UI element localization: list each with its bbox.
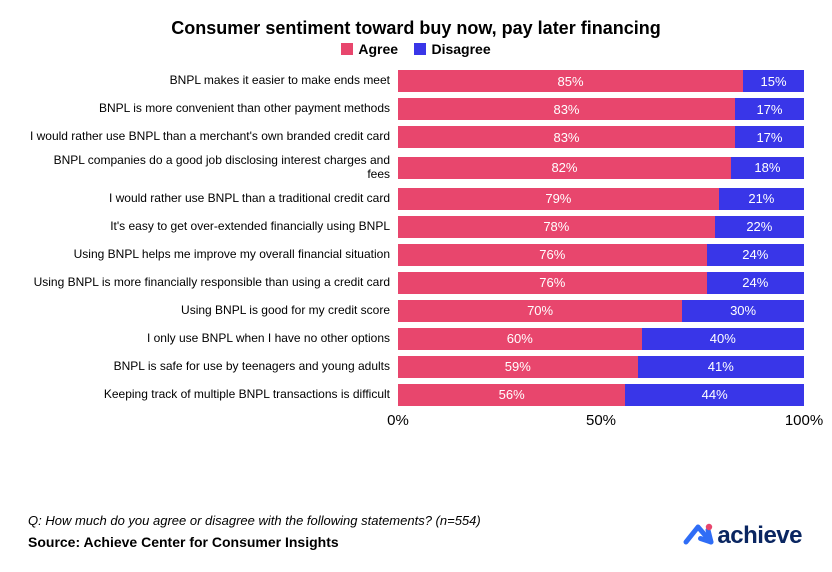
bar-segment-agree: 78% xyxy=(398,216,715,238)
legend-item-disagree: Disagree xyxy=(414,41,490,57)
chart-row: Keeping track of multiple BNPL transacti… xyxy=(28,384,804,406)
category-label: BNPL makes it easier to make ends meet xyxy=(28,74,398,88)
legend: Agree Disagree xyxy=(28,41,804,60)
legend-swatch-agree xyxy=(341,43,353,55)
chart-row: Using BNPL helps me improve my overall f… xyxy=(28,244,804,266)
bar-segment-disagree: 40% xyxy=(642,328,804,350)
bar-segment-disagree: 41% xyxy=(638,356,804,378)
achieve-logo-icon xyxy=(681,518,717,554)
survey-question: Q: How much do you agree or disagree wit… xyxy=(28,513,481,528)
bar-segment-agree: 82% xyxy=(398,157,731,179)
chart-row: BNPL companies do a good job disclosing … xyxy=(28,154,804,182)
x-axis-tick: 100% xyxy=(785,412,823,429)
chart-row: Using BNPL is more financially responsib… xyxy=(28,272,804,294)
bar-segment-agree: 79% xyxy=(398,188,719,210)
category-label: I would rather use BNPL than a tradition… xyxy=(28,192,398,206)
bar-segment-agree: 83% xyxy=(398,98,735,120)
bar-segment-agree: 76% xyxy=(398,244,707,266)
x-axis-tick: 0% xyxy=(387,412,409,429)
achieve-logo: achieve xyxy=(681,518,802,554)
bar-segment-agree: 83% xyxy=(398,126,735,148)
bar-segment-disagree: 22% xyxy=(715,216,804,238)
chart-row: I only use BNPL when I have no other opt… xyxy=(28,328,804,350)
bar-segment-agree: 76% xyxy=(398,272,707,294)
bar-segment-agree: 70% xyxy=(398,300,682,322)
bar-segment-disagree: 21% xyxy=(719,188,804,210)
category-label: I would rather use BNPL than a merchant'… xyxy=(28,130,398,144)
chart-row: BNPL makes it easier to make ends meet85… xyxy=(28,70,804,92)
bar-segment-disagree: 24% xyxy=(707,244,804,266)
chart-row: I would rather use BNPL than a tradition… xyxy=(28,188,804,210)
category-label: Using BNPL helps me improve my overall f… xyxy=(28,248,398,262)
source-attribution: Source: Achieve Center for Consumer Insi… xyxy=(28,534,481,550)
category-label: BNPL companies do a good job disclosing … xyxy=(28,154,398,182)
legend-item-agree: Agree xyxy=(341,41,398,57)
chart-row: I would rather use BNPL than a merchant'… xyxy=(28,126,804,148)
bar-segment-disagree: 15% xyxy=(743,70,804,92)
x-axis-tick: 50% xyxy=(586,412,616,429)
legend-label-agree: Agree xyxy=(358,41,398,57)
category-label: BNPL is more convenient than other payme… xyxy=(28,102,398,116)
bar-segment-agree: 85% xyxy=(398,70,743,92)
chart-row: BNPL is more convenient than other payme… xyxy=(28,98,804,120)
x-axis: 0%50%100% xyxy=(28,412,804,432)
category-label: I only use BNPL when I have no other opt… xyxy=(28,332,398,346)
category-label: Using BNPL is good for my credit score xyxy=(28,304,398,318)
legend-swatch-disagree xyxy=(414,43,426,55)
bar-segment-disagree: 17% xyxy=(735,98,804,120)
chart-row: Using BNPL is good for my credit score70… xyxy=(28,300,804,322)
legend-label-disagree: Disagree xyxy=(431,41,490,57)
bar-segment-disagree: 18% xyxy=(731,157,804,179)
category-label: BNPL is safe for use by teenagers and yo… xyxy=(28,360,398,374)
bar-segment-disagree: 24% xyxy=(707,272,804,294)
category-label: Using BNPL is more financially responsib… xyxy=(28,276,398,290)
chart-row: BNPL is safe for use by teenagers and yo… xyxy=(28,356,804,378)
bar-segment-agree: 60% xyxy=(398,328,642,350)
bar-segment-disagree: 17% xyxy=(735,126,804,148)
bar-segment-agree: 59% xyxy=(398,356,638,378)
chart-row: It's easy to get over-extended financial… xyxy=(28,216,804,238)
bar-chart: BNPL makes it easier to make ends meet85… xyxy=(28,70,804,406)
bar-segment-disagree: 44% xyxy=(625,384,804,406)
chart-title: Consumer sentiment toward buy now, pay l… xyxy=(28,18,804,39)
achieve-logo-text: achieve xyxy=(717,522,802,550)
bar-segment-agree: 56% xyxy=(398,384,625,406)
category-label: It's easy to get over-extended financial… xyxy=(28,220,398,234)
bar-segment-disagree: 30% xyxy=(682,300,804,322)
category-label: Keeping track of multiple BNPL transacti… xyxy=(28,388,398,402)
